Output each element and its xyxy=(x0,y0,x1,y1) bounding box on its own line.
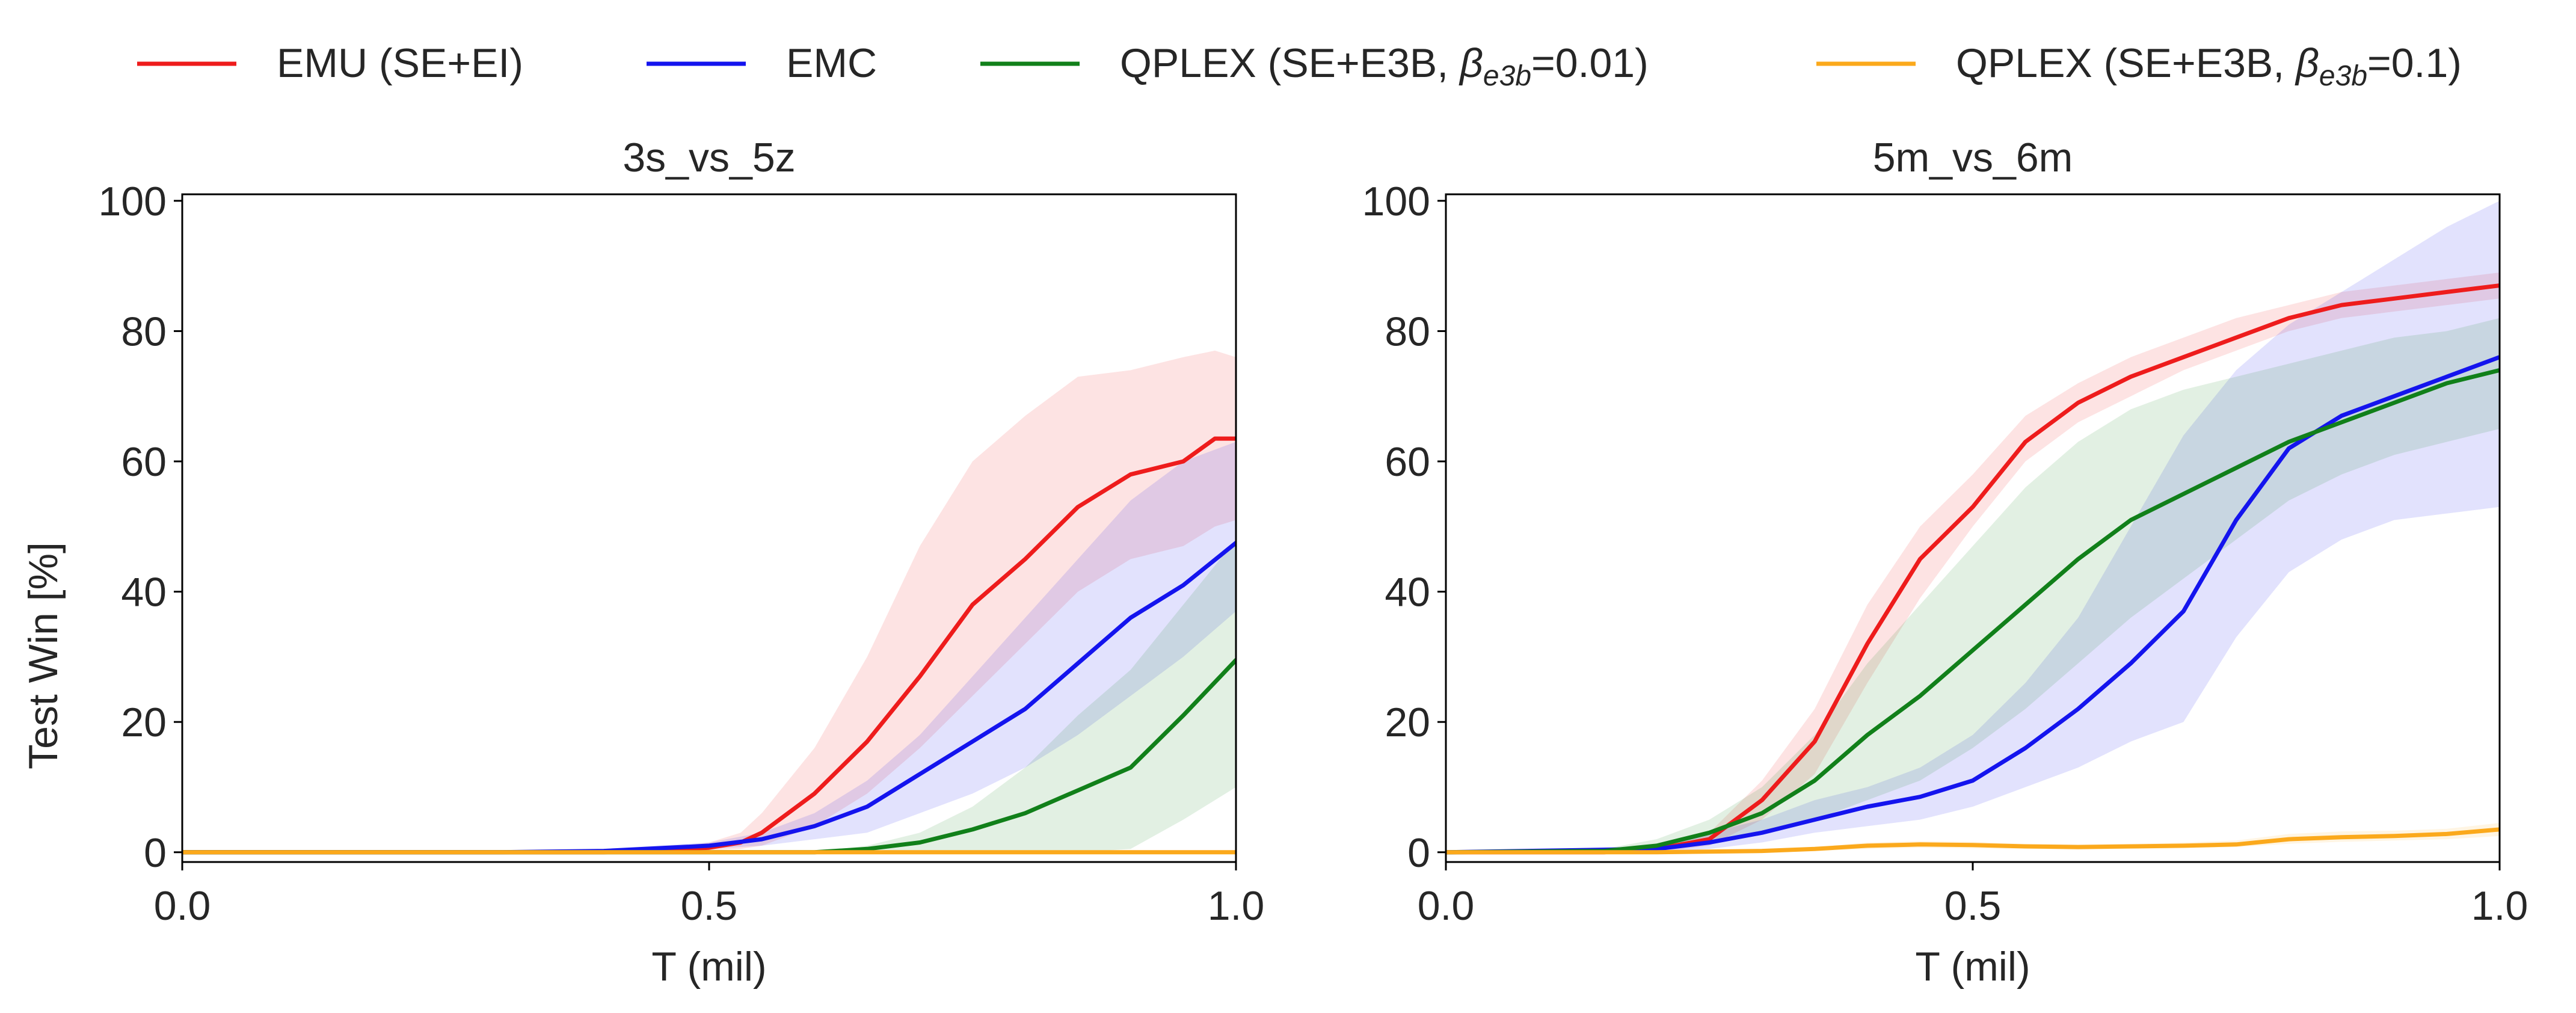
y-tick-label: 40 xyxy=(1385,570,1430,615)
legend-label: QPLEX (SE+E3B, βe3b=0.1) xyxy=(1956,40,2462,92)
subplot-title: 5m_vs_6m xyxy=(1873,135,2073,180)
y-axis-label: Test Win [%] xyxy=(20,542,66,769)
y-tick-label: 60 xyxy=(1385,439,1430,485)
y-tick-label: 80 xyxy=(1385,309,1430,354)
x-tick-label: 1.0 xyxy=(2471,883,2528,929)
confidence-band-emc xyxy=(182,442,1236,852)
subplot-3s-vs-5z: 0 20 40 60 80 100 0.0 0.5 1.0 3s_vs_5z T (mil) xyxy=(99,135,1265,990)
x-tick-label: 1.0 xyxy=(1208,883,1265,929)
y-tick-label: 100 xyxy=(99,179,167,224)
series-line-emc xyxy=(182,540,1236,855)
confidence-band-qplex001 xyxy=(182,540,1236,852)
x-tick-label: 0.5 xyxy=(681,883,738,929)
confidence-band-emc xyxy=(1446,200,2500,852)
x-tick-label: 0.0 xyxy=(1418,883,1475,929)
y-tick-label: 60 xyxy=(121,439,167,485)
legend-item-emc: EMC xyxy=(647,40,877,86)
confidence-band-emu xyxy=(182,350,1236,852)
y-tick-label: 20 xyxy=(121,700,167,745)
x-tick-label: 0.0 xyxy=(154,883,211,929)
y-tick-label: 0 xyxy=(1407,830,1430,876)
legend-label: EMU (SE+EI) xyxy=(277,40,523,86)
y-tick-label: 100 xyxy=(1362,179,1430,224)
y-tick-label: 80 xyxy=(121,309,167,354)
series-line-qplex01 xyxy=(1446,827,2500,855)
legend-label: QPLEX (SE+E3B, βe3b=0.01) xyxy=(1120,40,1649,92)
confidence-band-qplex001 xyxy=(1446,318,2500,852)
subplot-title: 3s_vs_5z xyxy=(622,135,795,180)
x-axis-label: T (mil) xyxy=(651,944,766,990)
y-tick-label: 40 xyxy=(121,570,167,615)
legend-item-qplex01: QPLEX (SE+E3B, βe3b=0.1) xyxy=(1816,40,2462,92)
y-tick-label: 20 xyxy=(1385,700,1430,745)
y-tick-label: 0 xyxy=(144,830,167,876)
x-axis-label: T (mil) xyxy=(1915,944,2030,990)
legend: EMU (SE+EI) EMC QPLEX (SE+E3B, βe3b=0.01) Q… xyxy=(137,40,2462,92)
legend-item-emu: EMU (SE+EI) xyxy=(137,40,523,86)
subplot-5m-vs-6m: 0 20 40 60 80 100 0.0 0.5 1.0 5m_vs_6m T (mil) xyxy=(1362,135,2528,990)
series-line-emu xyxy=(1446,283,2500,855)
legend-item-qplex001: QPLEX (SE+E3B, βe3b=0.01) xyxy=(980,40,1649,92)
legend-label: EMC xyxy=(786,40,877,86)
x-tick-label: 0.5 xyxy=(1944,883,2002,929)
series-line-qplex001 xyxy=(1446,368,2500,855)
series-line-emc xyxy=(1446,355,2500,855)
